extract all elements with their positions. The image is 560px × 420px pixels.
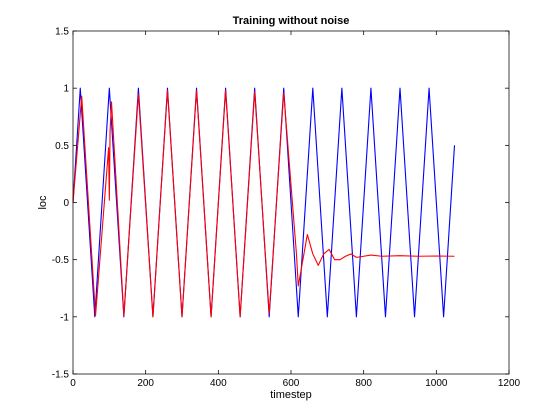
y-tick-label: 1 [63,84,69,95]
chart-title: Training without noise [233,15,350,27]
y-tick-label: -1.5 [52,370,70,381]
y-axis: -1.5 -1 -0.5 0 0.5 1 1.5 [52,27,509,381]
x-tick-label: 0 [70,378,76,389]
x-tick-label: 1000 [425,378,448,389]
y-tick-label: -1 [60,312,69,323]
y-tick-label: 0 [63,198,69,209]
data-lines [72,87,456,318]
series-line-2 [72,89,455,318]
y-axis-label: loc [37,195,49,210]
x-axis-label: timestep [270,389,312,401]
y-tick-label: 0.5 [55,141,69,152]
y-tick-label: -0.5 [52,255,70,266]
x-tick-label: 600 [283,378,300,389]
x-axis: 0 200 400 600 800 1000 1200 [70,31,521,389]
x-tick-label: 200 [137,378,154,389]
x-tick-label: 800 [355,378,372,389]
x-tick-label: 400 [210,378,227,389]
y-tick-label: 1.5 [55,27,69,38]
x-tick-label: 1200 [498,378,521,389]
